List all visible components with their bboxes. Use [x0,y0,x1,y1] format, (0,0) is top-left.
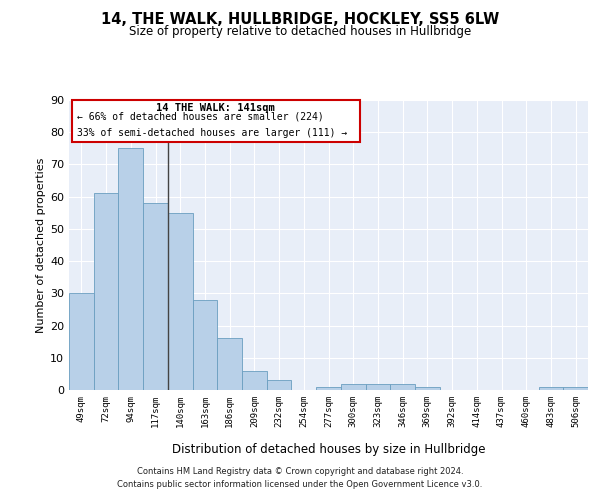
Text: Contains HM Land Registry data © Crown copyright and database right 2024.: Contains HM Land Registry data © Crown c… [137,467,463,476]
Bar [415,387,440,390]
Text: 14 THE WALK: 141sqm: 14 THE WALK: 141sqm [156,103,275,113]
Y-axis label: Number of detached properties: Number of detached properties [36,158,46,332]
Bar [316,387,341,390]
Text: 14, THE WALK, HULLBRIDGE, HOCKLEY, SS5 6LW: 14, THE WALK, HULLBRIDGE, HOCKLEY, SS5 6… [101,12,499,28]
Bar [539,387,563,390]
Bar [168,213,193,390]
Bar [143,203,168,390]
Bar [365,384,390,390]
Text: Contains public sector information licensed under the Open Government Licence v3: Contains public sector information licen… [118,480,482,489]
FancyBboxPatch shape [71,100,359,142]
Text: Distribution of detached houses by size in Hullbridge: Distribution of detached houses by size … [172,442,485,456]
Text: 33% of semi-detached houses are larger (111) →: 33% of semi-detached houses are larger (… [77,128,347,138]
Text: Size of property relative to detached houses in Hullbridge: Size of property relative to detached ho… [129,25,471,38]
Bar [193,300,217,390]
Bar [242,370,267,390]
Bar [69,294,94,390]
Bar [217,338,242,390]
Bar [94,194,118,390]
Bar [563,387,588,390]
Bar [267,380,292,390]
Bar [118,148,143,390]
Bar [390,384,415,390]
Bar [341,384,365,390]
Text: ← 66% of detached houses are smaller (224): ← 66% of detached houses are smaller (22… [77,112,323,122]
